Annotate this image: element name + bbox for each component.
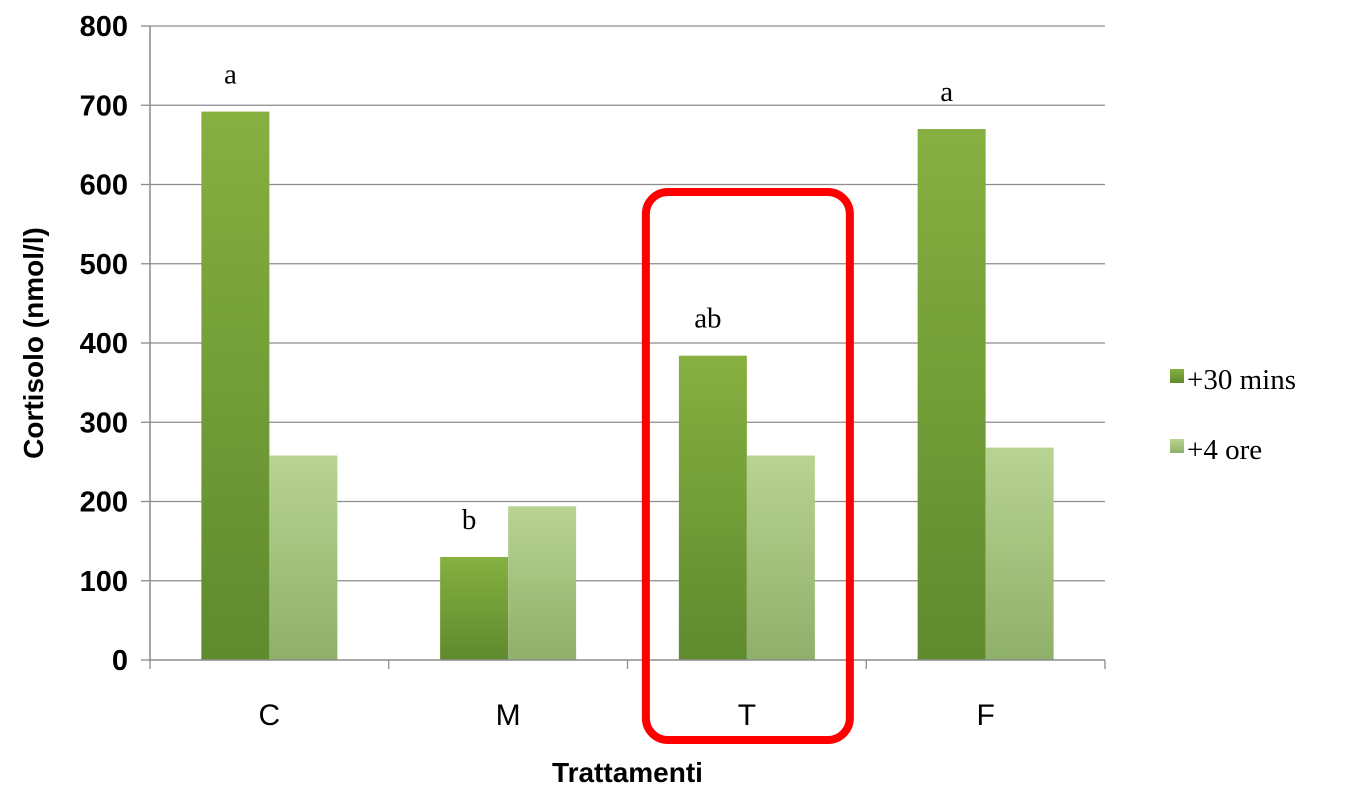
bar-t-series-1 xyxy=(678,355,747,660)
y-tick-label: 200 xyxy=(80,487,128,519)
y-tick-label: 800 xyxy=(80,11,128,43)
bar-f-series-1 xyxy=(917,129,986,660)
y-axis-title: Cortisolo (nmol/l) xyxy=(18,227,49,459)
axes: 0 100 200 300 400 500 600 700 800 C M T F xyxy=(80,11,1106,732)
x-tick-label: C xyxy=(259,699,281,732)
legend-label-2: +4 ore xyxy=(1187,434,1262,466)
highlight xyxy=(641,188,854,744)
bar-t-series-2 xyxy=(746,455,815,660)
bar-c-series-2 xyxy=(269,455,338,660)
y-tick-label: 500 xyxy=(80,249,128,281)
significance-label: a xyxy=(940,76,953,108)
legend-label-1: +30 mins xyxy=(1187,364,1296,396)
y-tick-label: 700 xyxy=(80,90,128,122)
y-tick-label: 600 xyxy=(80,170,128,202)
significance-label: b xyxy=(462,504,477,536)
bar-m-series-1 xyxy=(440,556,509,660)
x-tick-label: T xyxy=(738,699,756,732)
y-tick-label: 300 xyxy=(80,407,128,439)
x-tick-label: M xyxy=(496,699,521,732)
y-tick-label: 100 xyxy=(80,566,128,598)
bar-f-series-2 xyxy=(985,447,1054,660)
significance-label: a xyxy=(224,59,237,91)
legend-swatch-1 xyxy=(1170,369,1184,383)
x-axis-title: Trattamenti xyxy=(552,757,703,786)
y-tick-label: 400 xyxy=(80,328,128,360)
y-tick-label: 0 xyxy=(112,645,128,677)
highlight-box xyxy=(641,188,854,744)
bars xyxy=(201,111,1054,661)
bar-c-series-1 xyxy=(201,111,270,661)
legend-swatch-2 xyxy=(1170,439,1184,453)
x-tick-label: F xyxy=(976,699,994,732)
legend: +30 mins +4 ore xyxy=(1170,364,1296,466)
bar-m-series-2 xyxy=(508,506,577,660)
significance-label: ab xyxy=(694,303,721,335)
